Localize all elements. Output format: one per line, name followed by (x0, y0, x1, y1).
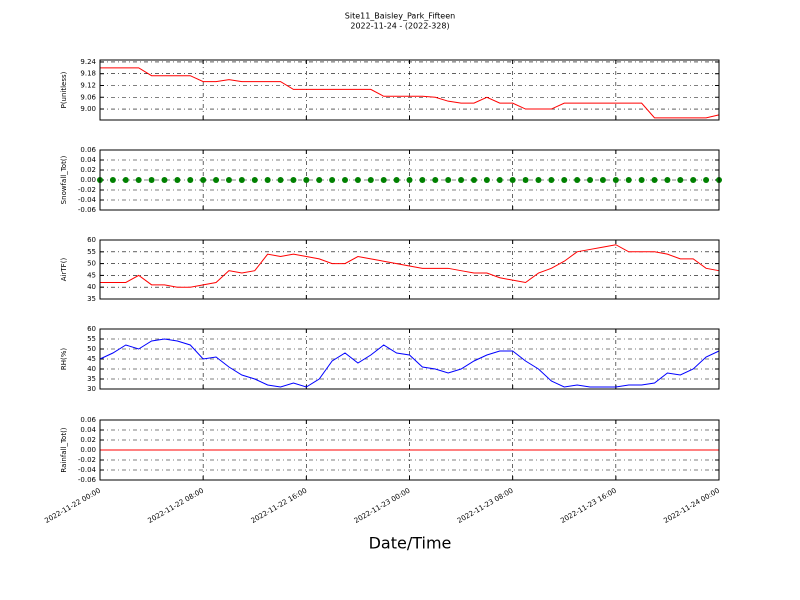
y-tick-label: 40 (87, 283, 96, 291)
plot-frame (99, 239, 720, 300)
data-point (587, 177, 594, 183)
plot-frame (99, 149, 720, 211)
y-axis-label: RH(%) (60, 348, 68, 371)
data-point (470, 177, 477, 183)
data-point (690, 177, 697, 183)
y-tick-label: 0.00 (80, 176, 96, 184)
data-point (380, 177, 387, 183)
plot-frame (99, 59, 720, 121)
data-point (342, 177, 349, 183)
y-tick-label: 55 (87, 248, 96, 256)
data-point (561, 177, 568, 183)
data-point (251, 177, 258, 183)
x-axis-label: Date/Time (369, 534, 452, 553)
data-point (109, 177, 116, 183)
data-line (99, 338, 720, 388)
y-tick-label: 0.02 (80, 436, 96, 444)
data-point (677, 177, 684, 183)
data-point (496, 177, 503, 183)
data-point (238, 177, 245, 183)
data-point (303, 177, 310, 183)
y-tick-label: -0.06 (78, 206, 97, 214)
y-axis-label: P(unitless) (60, 71, 68, 108)
data-point (483, 177, 490, 183)
y-tick-label: 55 (87, 335, 96, 343)
data-point (316, 177, 323, 183)
data-point (225, 177, 232, 183)
data-point (599, 177, 606, 183)
y-tick-label: 35 (87, 295, 96, 303)
y-tick-label: 50 (87, 260, 96, 268)
y-tick-label: 35 (87, 375, 96, 383)
y-tick-label: 45 (87, 271, 96, 279)
y-tick-label: 9.12 (80, 81, 96, 89)
y-tick-label: 0.04 (80, 156, 96, 164)
data-point (612, 177, 619, 183)
y-tick-label: -0.04 (78, 466, 97, 474)
y-tick-label: 9.06 (80, 93, 96, 101)
data-point (509, 177, 516, 183)
y-tick-label: 0.06 (80, 146, 96, 154)
y-tick-label: -0.02 (78, 456, 96, 464)
data-point (174, 177, 181, 183)
y-axis-label: AirTF() (60, 258, 68, 282)
data-point (406, 177, 413, 183)
y-tick-label: 40 (87, 365, 96, 373)
data-point (445, 177, 452, 183)
data-point (122, 177, 129, 183)
data-point (432, 177, 439, 183)
data-point (290, 177, 297, 183)
y-tick-label: 45 (87, 355, 96, 363)
data-point (548, 177, 555, 183)
data-point (651, 177, 658, 183)
plot-frame (99, 419, 720, 481)
data-point (135, 177, 142, 183)
data-point (200, 177, 207, 183)
data-point (638, 177, 645, 183)
y-tick-label: 9.24 (80, 58, 96, 66)
data-line (100, 67, 720, 119)
data-point (574, 177, 581, 183)
y-tick-label: 0.00 (80, 446, 96, 454)
data-point (148, 177, 155, 183)
data-point (329, 177, 336, 183)
data-point (393, 177, 400, 183)
y-tick-label: 9.00 (80, 105, 96, 113)
data-point (367, 177, 374, 183)
data-point (161, 177, 168, 183)
y-tick-label: -0.02 (78, 186, 96, 194)
chart-subtitle: 2022-11-24 - (2022-328) (350, 22, 449, 31)
y-tick-label: 0.06 (80, 416, 96, 424)
y-tick-label: 0.02 (80, 166, 96, 174)
y-tick-label: 60 (87, 236, 96, 244)
data-point (213, 177, 220, 183)
y-tick-label: -0.04 (78, 196, 97, 204)
y-tick-label: 30 (87, 385, 96, 393)
y-axis-label: Snowfall_Tot() (60, 155, 68, 204)
chart-title: Site11_Baisley_Park_Fifteen (345, 12, 455, 21)
y-tick-label: 60 (87, 325, 96, 333)
data-point (625, 177, 632, 183)
data-point (277, 177, 284, 183)
y-tick-label: -0.06 (78, 476, 97, 484)
y-tick-label: 9.18 (80, 70, 96, 78)
y-tick-label: 0.04 (80, 426, 96, 434)
data-point (522, 177, 529, 183)
data-point (419, 177, 426, 183)
plot-frame (99, 328, 720, 390)
data-point (264, 177, 271, 183)
y-tick-label: 50 (87, 345, 96, 353)
data-point (187, 177, 194, 183)
data-point (354, 177, 361, 183)
data-point (458, 177, 465, 183)
data-point (664, 177, 671, 183)
y-axis-label: Rainfall_Tot() (60, 427, 68, 472)
data-line (100, 244, 720, 288)
data-point (535, 177, 542, 183)
data-point (703, 177, 710, 183)
